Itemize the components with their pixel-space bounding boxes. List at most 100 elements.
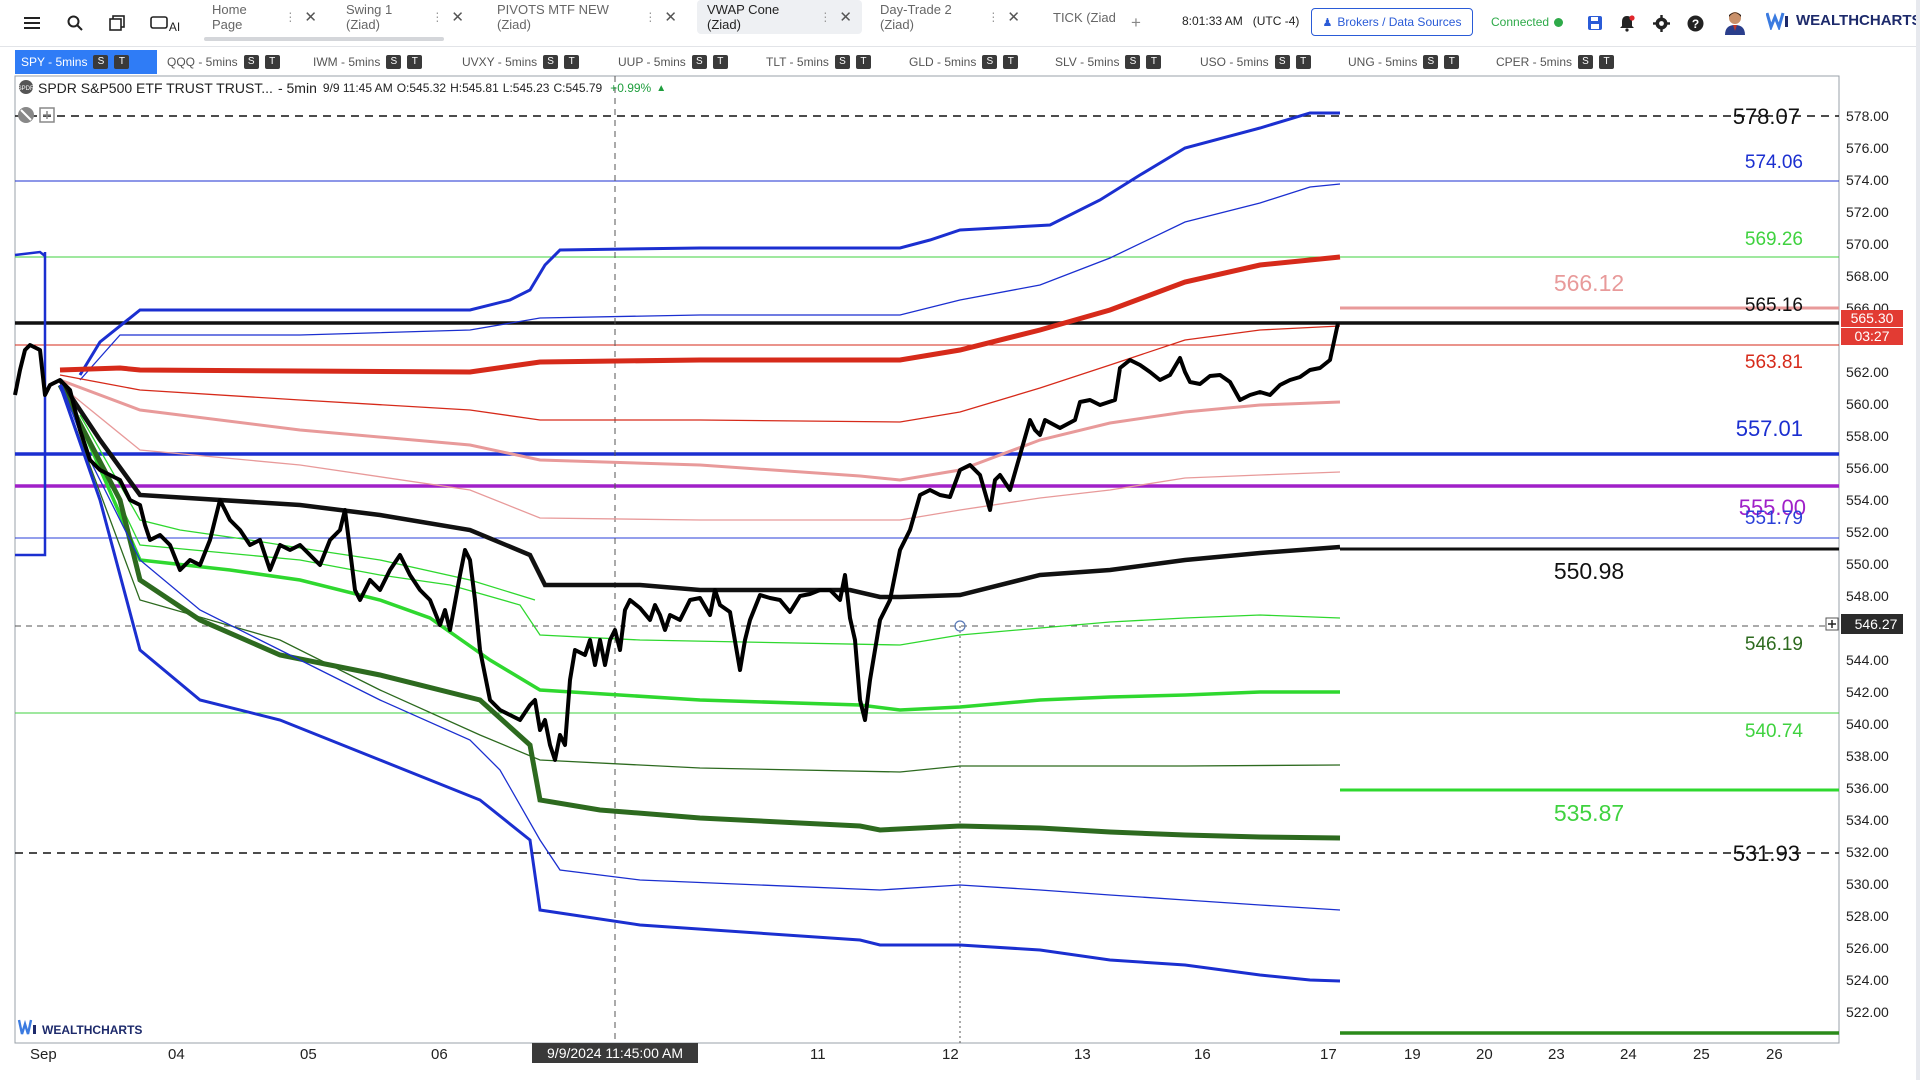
- badge-t[interactable]: T: [1295, 55, 1311, 69]
- avatar[interactable]: [1722, 9, 1748, 35]
- y-tick: 528.00: [1846, 908, 1889, 924]
- tab-label: Swing 1 (Ziad): [346, 2, 393, 32]
- tab-day-trade-2[interactable]: Day-Trade 2 (Ziad) ⋮ ✕: [870, 0, 1030, 34]
- vwap-red-inner: [59, 325, 1341, 423]
- add-alert-plus-icon[interactable]: [1825, 617, 1839, 631]
- symbol-tab-qqq[interactable]: QQQ - 5mins S T: [161, 50, 286, 74]
- vwap-upper-band-3: [78, 111, 1340, 376]
- tab-label: Home Page: [212, 2, 247, 32]
- tab-tick[interactable]: TICK (Ziad: [1043, 0, 1143, 34]
- hamburger-menu-icon[interactable]: [20, 12, 44, 34]
- symbol-label: IWM - 5mins: [313, 55, 381, 69]
- level-label: 546.19: [1745, 634, 1803, 655]
- tabs-scrollbar[interactable]: [204, 37, 444, 41]
- badge-t[interactable]: T: [1003, 55, 1019, 69]
- badge-s[interactable]: S: [691, 55, 707, 69]
- badge-s[interactable]: S: [1274, 55, 1290, 69]
- crosshair-price-badge: [1841, 614, 1903, 634]
- more-vert-icon[interactable]: ⋮: [819, 10, 832, 24]
- chart-lock-icon[interactable]: [18, 107, 34, 123]
- level-label: 550.98: [1554, 558, 1624, 584]
- badge-t[interactable]: T: [1146, 55, 1162, 69]
- badge-s[interactable]: S: [93, 55, 109, 69]
- badge-s[interactable]: S: [386, 55, 402, 69]
- add-tab-icon[interactable]: +: [1131, 13, 1141, 32]
- close-icon[interactable]: ✕: [664, 9, 677, 26]
- more-vert-icon[interactable]: ⋮: [644, 10, 657, 24]
- search-icon[interactable]: [63, 12, 87, 34]
- layouts-copy-icon[interactable]: [105, 12, 129, 34]
- svg-text:SPDR: SPDR: [18, 86, 35, 92]
- x-tick: 05: [300, 1046, 317, 1063]
- vwap-upper-band-1: [59, 254, 1341, 375]
- symbol-tab-uup[interactable]: UUP - 5mins S T: [612, 50, 742, 74]
- more-vert-icon[interactable]: ⋮: [431, 10, 444, 24]
- x-tick: 06: [431, 1046, 448, 1063]
- save-icon[interactable]: [1583, 12, 1607, 34]
- badge-t[interactable]: T: [712, 55, 728, 69]
- gear-icon[interactable]: [1649, 12, 1673, 34]
- badge-t[interactable]: T: [855, 55, 871, 69]
- y-tick: 568.00: [1846, 268, 1889, 284]
- vwap-blue-inner-lower: [59, 379, 1341, 911]
- y-tick: 554.00: [1846, 492, 1889, 508]
- y-tick: 544.00: [1846, 652, 1889, 668]
- tab-swing-1[interactable]: Swing 1 (Ziad) ⋮ ✕: [336, 0, 474, 34]
- badge-t[interactable]: T: [1444, 55, 1460, 69]
- connection-status-label: Connected: [1491, 15, 1550, 29]
- symbol-tab-uvxy[interactable]: UVXY - 5mins S T: [456, 50, 596, 74]
- y-tick: 574.00: [1846, 172, 1889, 188]
- more-vert-icon[interactable]: ⋮: [284, 10, 297, 24]
- badge-s[interactable]: S: [1423, 55, 1439, 69]
- badge-s[interactable]: S: [834, 55, 850, 69]
- symbol-label: GLD - 5mins: [909, 55, 977, 69]
- help-icon[interactable]: ?: [1683, 12, 1707, 34]
- symbol-tab-slv[interactable]: SLV - 5mins S T: [1049, 50, 1179, 74]
- level-label: 565.16: [1745, 295, 1803, 316]
- notifications-bell-icon[interactable]: [1615, 12, 1639, 34]
- symbol-tab-spy[interactable]: SPY - 5mins S T: [15, 50, 157, 74]
- symbol-tab-gld[interactable]: GLD - 5mins S T: [903, 50, 1033, 74]
- badge-s[interactable]: S: [543, 55, 559, 69]
- close-icon[interactable]: ✕: [1007, 9, 1020, 26]
- y-tick: 562.00: [1846, 364, 1889, 380]
- brokers-data-sources-button[interactable]: ♟ Brokers / Data Sources: [1311, 8, 1473, 36]
- instrument-name[interactable]: SPDR S&P500 ETF TRUST TRUST...: [38, 80, 273, 96]
- ai-assistant-icon[interactable]: AI: [148, 12, 182, 34]
- crosshair-marker-icon[interactable]: [954, 620, 966, 632]
- level-label: 569.26: [1745, 229, 1803, 250]
- tab-pivots-mtf-new[interactable]: PIVOTS MTF NEW (Ziad) ⋮ ✕: [487, 0, 687, 34]
- symbol-tab-cper[interactable]: CPER - 5mins S T: [1490, 50, 1630, 74]
- more-vert-icon[interactable]: ⋮: [987, 10, 1000, 24]
- symbol-tab-uso[interactable]: USO - 5mins S T: [1194, 50, 1324, 74]
- symbol-tab-ung[interactable]: UNG - 5mins S T: [1342, 50, 1477, 74]
- symbol-tab-tlt[interactable]: TLT - 5mins S T: [760, 50, 885, 74]
- badge-s[interactable]: S: [243, 55, 259, 69]
- y-tick: 578.00: [1846, 108, 1889, 124]
- y-tick: 536.00: [1846, 780, 1889, 796]
- symbol-tab-iwm[interactable]: IWM - 5mins S T: [307, 50, 432, 74]
- close-icon[interactable]: ✕: [451, 9, 464, 26]
- level-label: 551.79: [1745, 508, 1803, 529]
- low-value: 545.23: [512, 81, 550, 95]
- badge-s[interactable]: S: [982, 55, 998, 69]
- badge-s[interactable]: S: [1578, 55, 1594, 69]
- vwap-green-outer-left: [79, 414, 536, 601]
- tab-vwap-cone[interactable]: VWAP Cone (Ziad) ⋮ ✕: [697, 0, 862, 34]
- badge-s[interactable]: S: [1125, 55, 1141, 69]
- user-icon: ♟: [1322, 16, 1333, 29]
- badge-t[interactable]: T: [114, 55, 130, 69]
- vwap-green-inner: [79, 419, 1341, 646]
- x-tick: Sep: [30, 1046, 57, 1063]
- badge-t[interactable]: T: [564, 55, 580, 69]
- badge-t[interactable]: T: [407, 55, 423, 69]
- badge-t[interactable]: T: [1599, 55, 1615, 69]
- x-tick: 16: [1194, 1046, 1211, 1063]
- close-icon[interactable]: ✕: [839, 9, 852, 26]
- close-icon[interactable]: ✕: [304, 9, 317, 26]
- right-edge-frame: [1916, 0, 1920, 1080]
- chart-add-indicator-icon[interactable]: [39, 107, 55, 123]
- tab-home-page[interactable]: Home Page ⋮ ✕: [202, 0, 327, 34]
- badge-t[interactable]: T: [264, 55, 280, 69]
